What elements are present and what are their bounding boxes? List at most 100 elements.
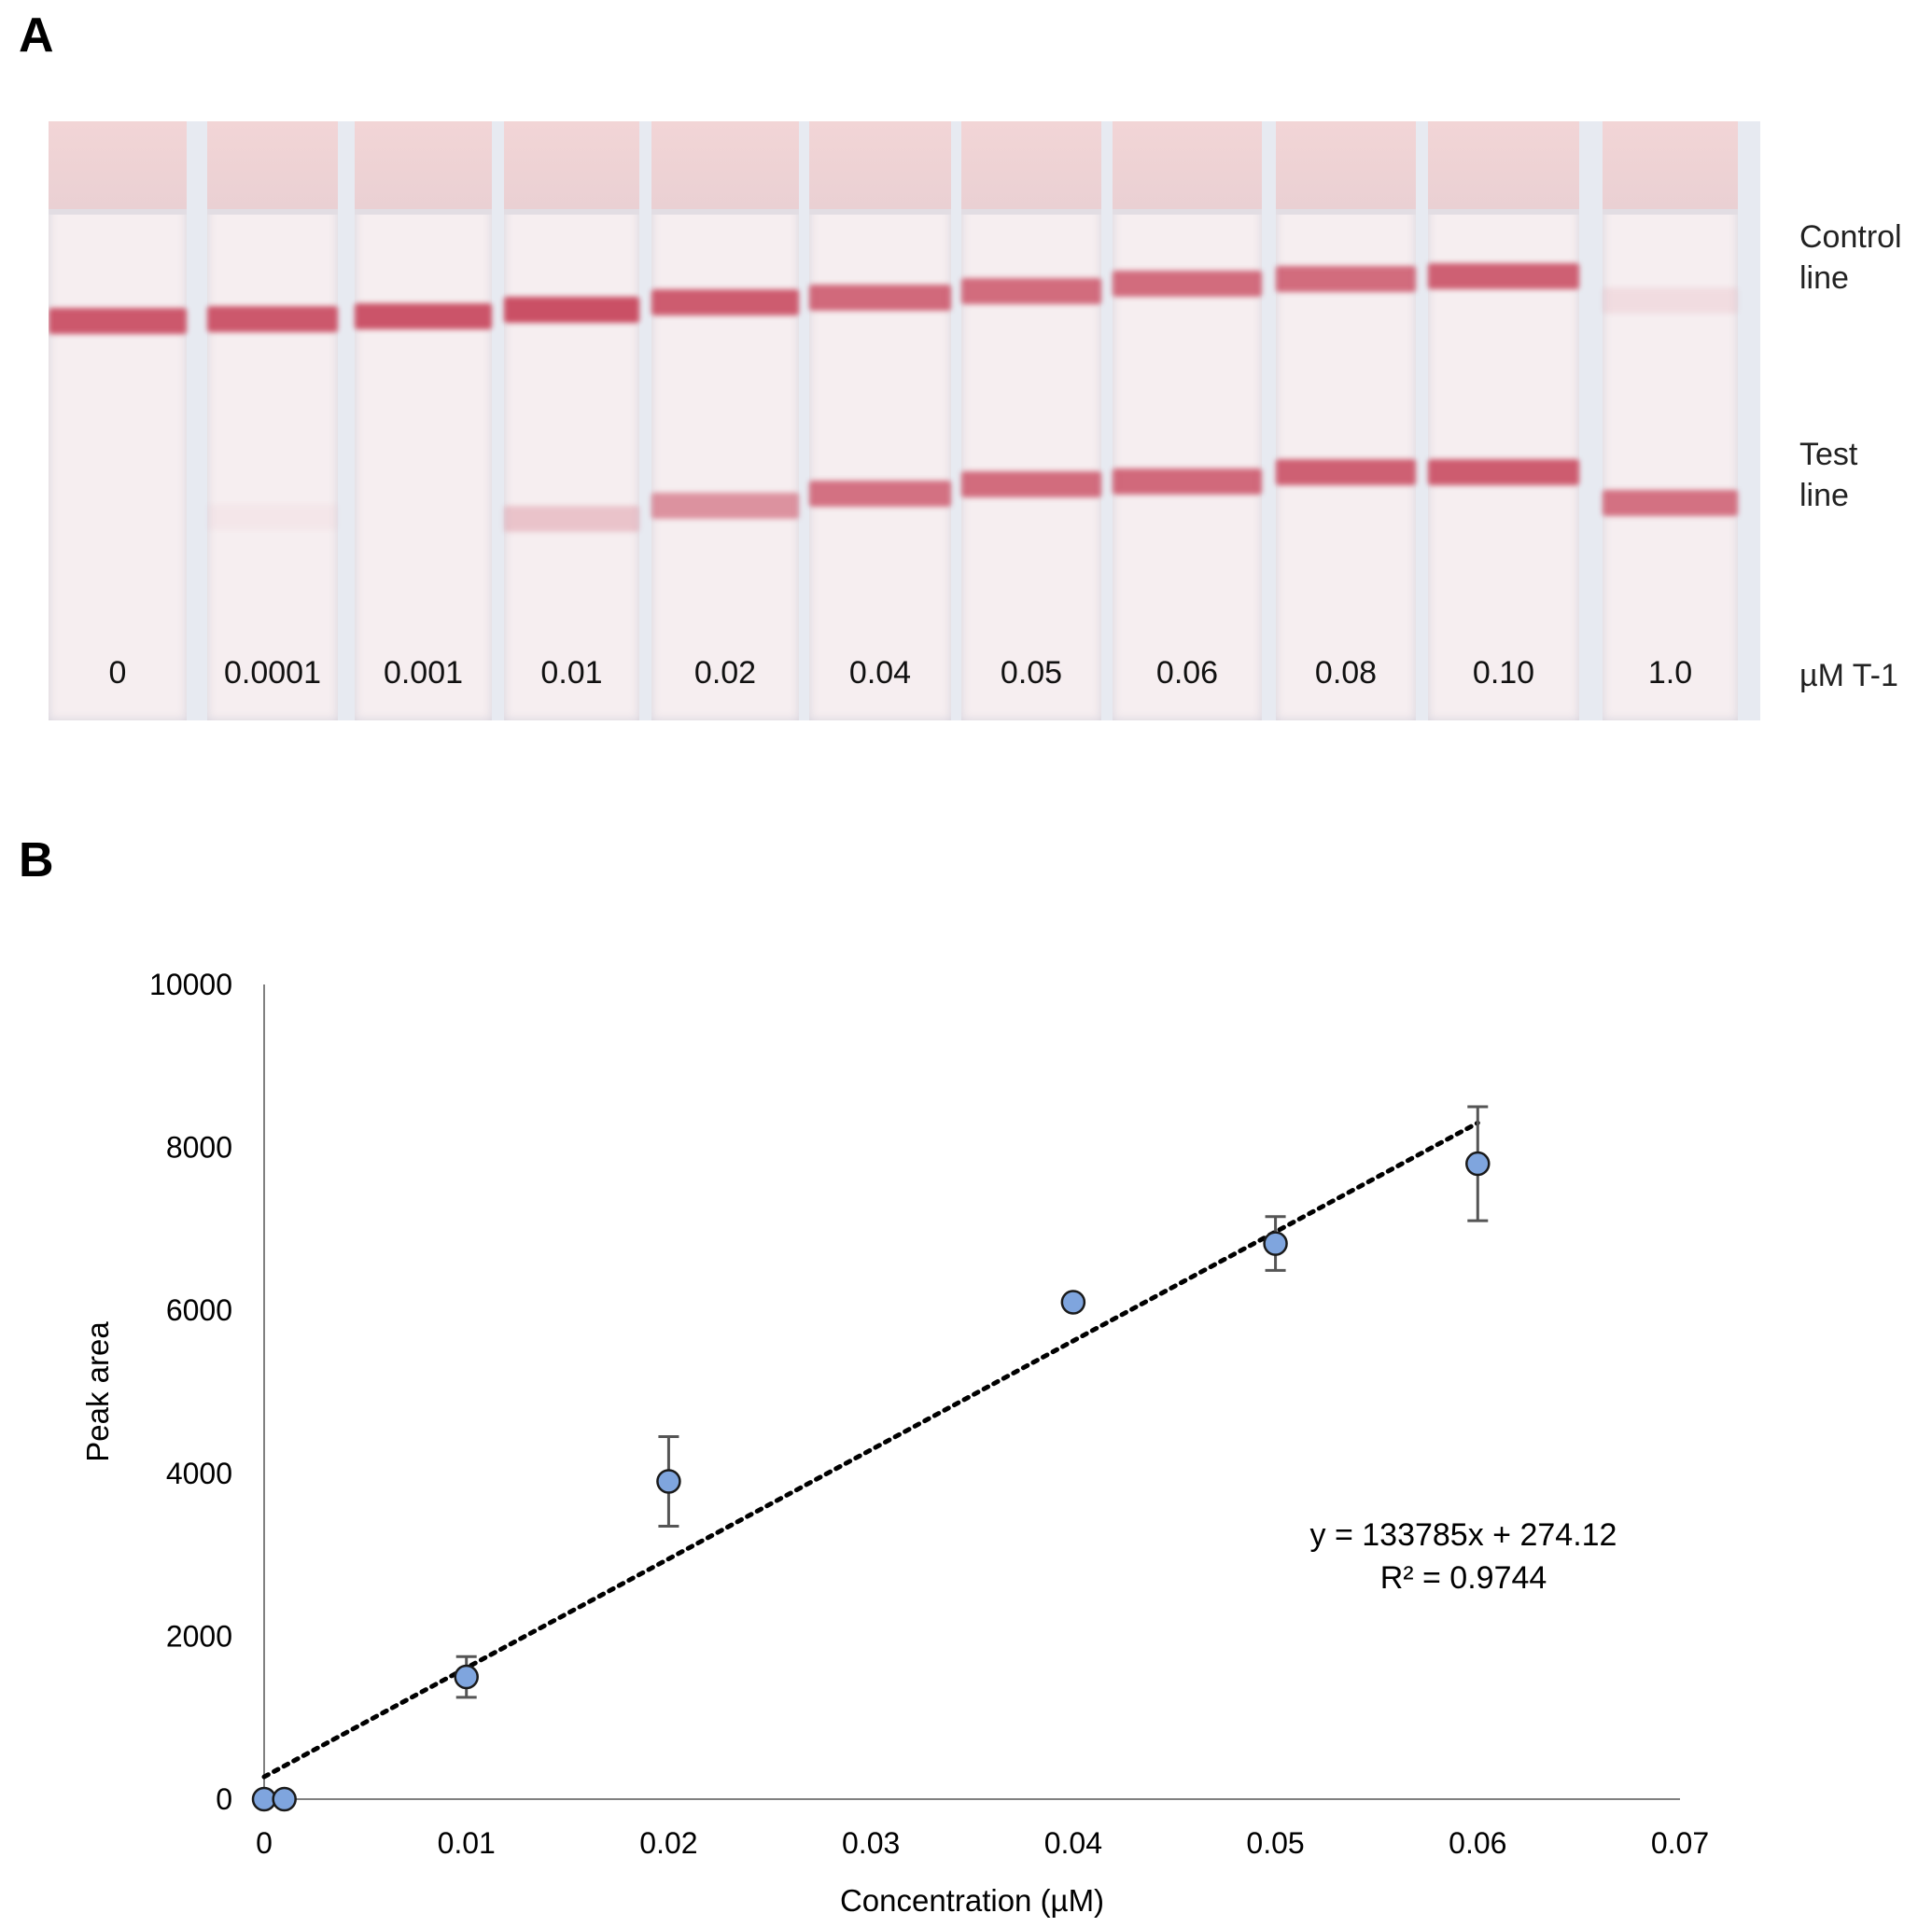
sample-pad (1113, 121, 1262, 209)
test-strip: 0.02 (651, 121, 799, 720)
unit-label: µM T-1 (1799, 658, 1898, 693)
x-tick-label: 0.01 (438, 1826, 496, 1860)
control-band (504, 297, 639, 323)
data-point (251, 1786, 277, 1812)
panel-a-letter: A (19, 8, 54, 63)
test-strip: 0.05 (961, 121, 1101, 720)
control-band (1113, 271, 1262, 297)
pad-edge (1276, 209, 1416, 215)
sample-pad (809, 121, 951, 209)
test-strip: 0.10 (1428, 121, 1579, 720)
control-band (355, 303, 492, 329)
test-strip: 0 (49, 121, 187, 720)
test-label-line1: Test (1799, 437, 1858, 472)
trendline (261, 1120, 1480, 1780)
pad-edge (809, 209, 951, 215)
control-band (1603, 287, 1738, 314)
sample-pad (355, 121, 492, 209)
strip-concentration-label: 0.02 (693, 655, 757, 691)
control-line-label: Control line (1799, 216, 1902, 299)
control-label-line1: Control (1799, 219, 1902, 255)
x-tick-label: 0.03 (842, 1826, 900, 1860)
y-tick-label: 2000 (166, 1619, 232, 1653)
pad-edge (207, 209, 338, 215)
y-tick-label: 0 (216, 1782, 232, 1816)
test-band (1113, 468, 1262, 495)
test-band (1603, 490, 1738, 516)
test-strip-photo: 0 0.0001 0.001 0.01 0.02 0.04 0.05 0.06 0.08 0.10… (49, 121, 1760, 720)
pad-edge (49, 209, 187, 215)
data-point (656, 1469, 681, 1494)
test-strip: 0.08 (1276, 121, 1416, 720)
strip-concentration-label: 1.0 (1647, 655, 1693, 691)
data-point (1263, 1231, 1288, 1256)
sample-pad (1603, 121, 1738, 209)
test-band (504, 506, 639, 532)
control-band (207, 306, 338, 332)
strip-concentration-label: 0.04 (848, 655, 912, 691)
data-point (272, 1786, 297, 1812)
test-band (651, 493, 799, 519)
test-band (809, 481, 951, 507)
y-tick-label: 8000 (166, 1131, 232, 1165)
sample-pad (651, 121, 799, 209)
control-band (1428, 263, 1579, 289)
test-label-line2: line (1799, 478, 1849, 513)
y-tick-label: 6000 (166, 1293, 232, 1327)
sample-pad (1276, 121, 1416, 209)
strip-concentration-label: 0.01 (540, 655, 603, 691)
regression-equation: y = 133785x + 274.12 (1310, 1517, 1617, 1553)
pad-edge (1113, 209, 1262, 215)
sample-pad (504, 121, 639, 209)
test-strip: 0.04 (809, 121, 951, 720)
strip-concentration-label: 0.08 (1314, 655, 1378, 691)
y-axis-title: Peak area (80, 1321, 115, 1462)
strip-concentration-label: 0.001 (383, 655, 464, 691)
strip-concentration-label: 0.06 (1155, 655, 1219, 691)
sample-pad (1428, 121, 1579, 209)
r-squared: R² = 0.9744 (1380, 1560, 1547, 1596)
panel-b-letter: B (19, 833, 54, 887)
pad-edge (961, 209, 1101, 215)
control-band (1276, 266, 1416, 292)
y-tick-label: 4000 (166, 1457, 232, 1490)
x-tick-label: 0.02 (639, 1826, 697, 1860)
test-line-label: Test line (1799, 434, 1857, 516)
strip-concentration-label: 0.0001 (224, 655, 321, 691)
test-strip: 0.06 (1113, 121, 1262, 720)
control-band (49, 308, 187, 334)
pad-edge (1428, 209, 1579, 215)
test-strip: 0.0001 (207, 121, 338, 720)
test-band (961, 471, 1101, 497)
sample-pad (49, 121, 187, 209)
strip-concentration-label: 0.05 (1000, 655, 1063, 691)
x-tick-label: 0.05 (1246, 1826, 1304, 1860)
y-tick-label: 10000 (149, 968, 232, 1001)
control-band (809, 285, 951, 311)
x-tick-label: 0 (256, 1826, 273, 1860)
strip-concentration-label: 0.10 (1472, 655, 1535, 691)
test-strip: 0.001 (355, 121, 492, 720)
control-label-line2: line (1799, 260, 1849, 296)
pad-edge (1603, 209, 1738, 215)
pad-edge (504, 209, 639, 215)
pad-edge (651, 209, 799, 215)
x-axis-title: Concentration (µM) (840, 1883, 1104, 1918)
x-tick-label: 0.07 (1651, 1826, 1709, 1860)
control-band (961, 278, 1101, 304)
data-point (1465, 1151, 1491, 1177)
x-tick-label: 0.06 (1449, 1826, 1506, 1860)
data-point (454, 1664, 479, 1690)
sample-pad (207, 121, 338, 209)
test-band (1276, 459, 1416, 485)
pad-edge (355, 209, 492, 215)
strip-concentration-label: 0 (108, 655, 127, 691)
test-strip: 1.0 (1603, 121, 1738, 720)
sample-pad (961, 121, 1101, 209)
x-tick-label: 0.04 (1044, 1826, 1102, 1860)
data-point (1060, 1290, 1086, 1315)
test-band (1428, 459, 1579, 485)
test-band (207, 504, 338, 530)
test-strip: 0.01 (504, 121, 639, 720)
